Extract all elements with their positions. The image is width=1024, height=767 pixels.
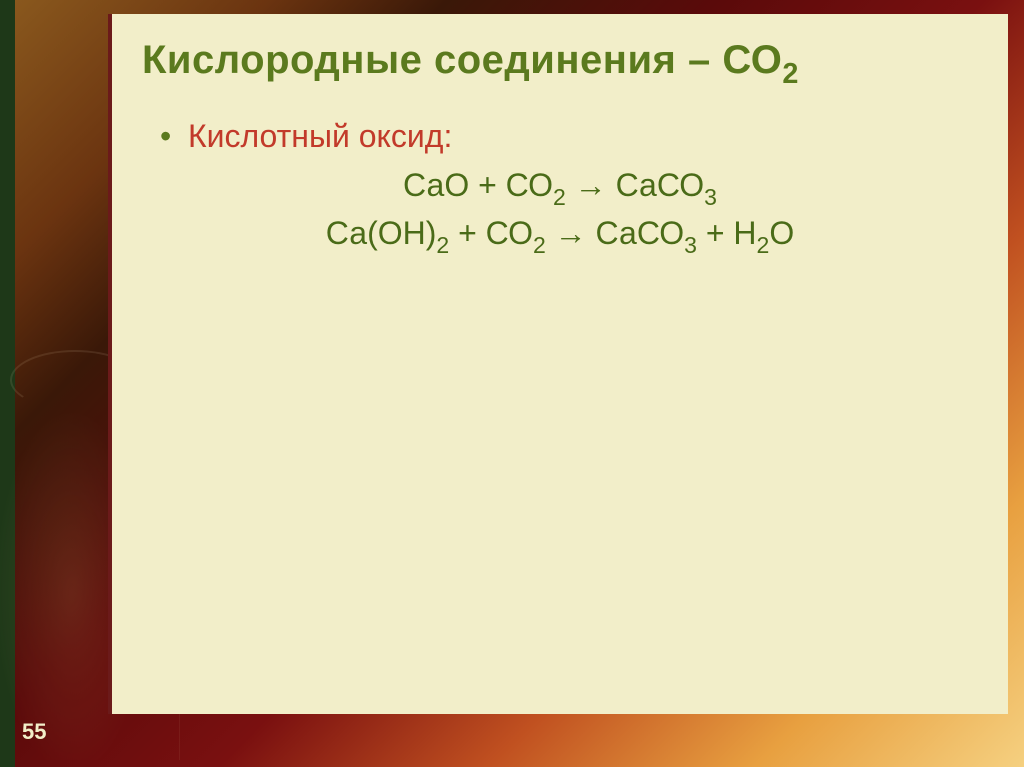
bullet-item: • Кислотный оксид: [160,118,978,155]
eq2-p6: + Н [697,215,757,251]
slide-title: Кислородные соединения – СО2 [142,38,978,90]
bullet-text: Кислотный оксид: [188,118,452,155]
content-panel: Кислородные соединения – СО2 • Кислотный… [108,14,1008,714]
eq1-p2: → СаСО [566,167,704,203]
eq2-p8: О [769,215,794,251]
eq1-p1: 2 [553,184,566,210]
eq2-p3: 2 [533,232,546,258]
eq2-p1: 2 [436,232,449,258]
left-accent-strip [0,0,15,767]
slide-number: 55 [22,719,46,745]
eq2-p0: Са(ОН) [326,215,437,251]
eq1-p0: СаО + СО [403,167,553,203]
eq2-p5: 3 [684,232,697,258]
slide-background: Кислородные соединения – СО2 • Кислотный… [0,0,1024,767]
title-subscript: 2 [782,58,799,90]
bullet-dot-icon: • [160,120,188,152]
eq2-p2: + СО [449,215,533,251]
equation-2: Са(ОН)2 + СО2 → СаСО3 + Н2О [142,215,978,257]
eq1-p3: 3 [704,184,717,210]
eq2-p7: 2 [757,232,770,258]
eq2-p4: → СаСО [546,215,684,251]
equation-1: СаО + СО2 → СаСО3 [142,167,978,209]
title-text: Кислородные соединения – СО [142,38,782,82]
